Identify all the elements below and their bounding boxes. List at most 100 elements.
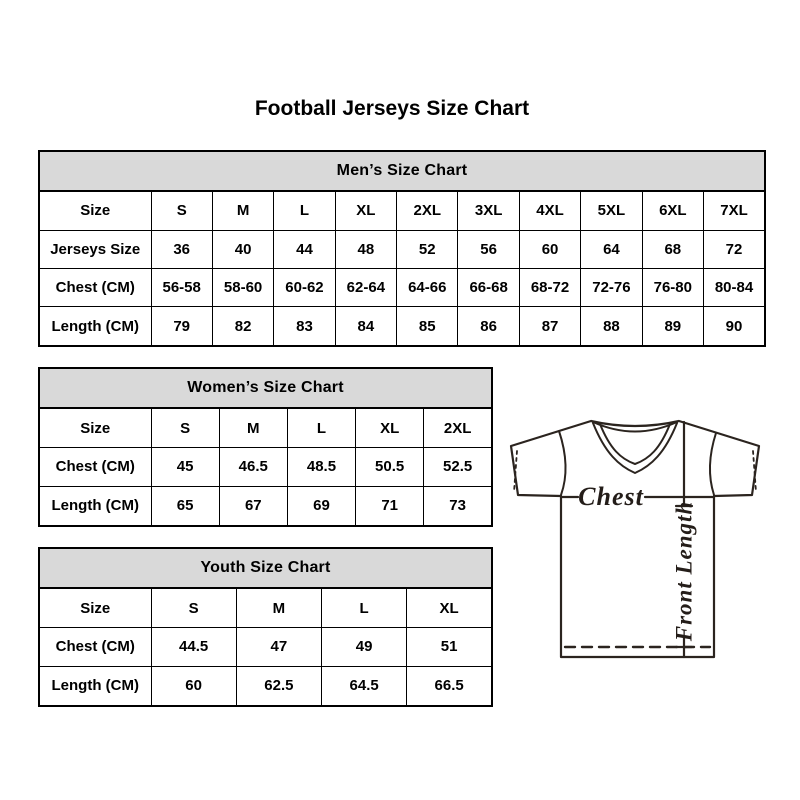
value-cell: 40 [211, 229, 275, 269]
value-cell: 48.5 [286, 447, 357, 487]
value-cell: 47 [235, 627, 323, 667]
value-cell: 52.5 [423, 447, 493, 487]
youth-size-chart-table: Youth Size Chart Size S M L XL Chest (CM) 44.5… [38, 547, 493, 707]
value-cell: 56 [457, 229, 520, 269]
row-header-cell: Length (CM) [38, 485, 152, 527]
row-header-cell: Chest (CM) [38, 447, 152, 487]
value-cell: 7XL [703, 190, 766, 231]
value-cell: 2XL [423, 407, 493, 449]
value-cell: 80-84 [703, 267, 766, 308]
chest-label: Chest [578, 482, 644, 511]
value-cell: 86 [457, 306, 520, 347]
value-cell: M [211, 190, 275, 231]
value-cell: 64.5 [320, 665, 408, 707]
value-cell: M [218, 407, 288, 449]
value-cell: 60 [150, 665, 237, 707]
value-cell: 90 [703, 306, 766, 347]
value-cell: 6XL [641, 190, 705, 231]
value-cell: 67 [218, 485, 288, 527]
value-cell: 49 [320, 627, 408, 667]
value-cell: 66-68 [457, 267, 520, 308]
value-cell: 68 [641, 229, 705, 269]
value-cell: 79 [150, 306, 213, 347]
table-title-row: Youth Size Chart [38, 547, 493, 589]
row-header-cell: Length (CM) [38, 306, 152, 347]
value-cell: 66.5 [406, 665, 493, 707]
value-cell: 44 [273, 229, 336, 269]
table-title: Youth Size Chart [38, 547, 493, 589]
value-cell: 60-62 [273, 267, 336, 308]
value-cell: 69 [286, 485, 357, 527]
value-cell: XL [334, 190, 398, 231]
table-row: Chest (CM) 45 46.5 48.5 50.5 52.5 [38, 447, 493, 487]
value-cell: 50.5 [355, 447, 425, 487]
vneck-inner-line [599, 423, 671, 465]
value-cell: 82 [211, 306, 275, 347]
table-body: Size S M L XL 2XL 3XL 4XL 5XL 6XL 7XL Jerseys Size 3… [38, 190, 766, 347]
value-cell: S [150, 407, 220, 449]
table-head: Women’s Size Chart [38, 367, 493, 409]
value-cell: 72-76 [580, 267, 643, 308]
table-title-row: Women’s Size Chart [38, 367, 493, 409]
table-row: Chest (CM) 44.5 47 49 51 [38, 627, 493, 667]
value-cell: XL [406, 587, 493, 629]
value-cell: 89 [641, 306, 705, 347]
table-row: Jerseys Size 36 40 44 48 52 56 60 64 68 72 [38, 229, 766, 269]
value-cell: 2XL [396, 190, 459, 231]
right-cuff-dashed-line [752, 450, 757, 493]
row-header-cell: Size [38, 407, 152, 449]
value-cell: 52 [396, 229, 459, 269]
row-header-cell: Chest (CM) [38, 267, 152, 308]
value-cell: 87 [518, 306, 582, 347]
value-cell: 73 [423, 485, 493, 527]
value-cell: 62.5 [235, 665, 323, 707]
table-row: Length (CM) 60 62.5 64.5 66.5 [38, 665, 493, 707]
table-head: Men’s Size Chart [38, 150, 766, 192]
vneck-outer-line [592, 422, 678, 474]
row-header-cell: Jerseys Size [38, 229, 152, 269]
table-body: Size S M L XL 2XL Chest (CM) 45 46.5 48.5 50.5 52.5… [38, 407, 493, 527]
value-cell: 44.5 [150, 627, 237, 667]
row-header-cell: Size [38, 190, 152, 231]
value-cell: S [150, 587, 237, 629]
value-cell: 83 [273, 306, 336, 347]
value-cell: 60 [518, 229, 582, 269]
value-cell: 64-66 [396, 267, 459, 308]
value-cell: 48 [334, 229, 398, 269]
table-row: Size S M L XL [38, 587, 493, 629]
value-cell: 68-72 [518, 267, 582, 308]
womens-size-chart-table: Women’s Size Chart Size S M L XL 2XL Chest (CM… [38, 367, 493, 527]
value-cell: 45 [150, 447, 220, 487]
value-cell: 88 [580, 306, 643, 347]
value-cell: 36 [150, 229, 213, 269]
row-header-cell: Length (CM) [38, 665, 152, 707]
table-row: Chest (CM) 56-58 58-60 60-62 62-64 64-66 66-68… [38, 267, 766, 308]
table-row: Size S M L XL 2XL 3XL 4XL 5XL 6XL 7XL [38, 190, 766, 231]
front-length-label: Front Length [672, 501, 697, 642]
jersey-outline [509, 419, 761, 659]
value-cell: L [286, 407, 357, 449]
value-cell: 64 [580, 229, 643, 269]
page-title: Football Jerseys Size Chart [254, 97, 530, 120]
table-row: Size S M L XL 2XL [38, 407, 493, 449]
table-row: Length (CM) 65 67 69 71 73 [38, 485, 493, 527]
value-cell: 76-80 [641, 267, 705, 308]
value-cell: L [273, 190, 336, 231]
table-title: Men’s Size Chart [38, 150, 766, 192]
table-head: Youth Size Chart [38, 547, 493, 589]
value-cell: 62-64 [334, 267, 398, 308]
value-cell: 72 [703, 229, 766, 269]
value-cell: 65 [150, 485, 220, 527]
value-cell: 3XL [457, 190, 520, 231]
row-header-cell: Size [38, 587, 152, 629]
value-cell: 84 [334, 306, 398, 347]
left-cuff-dashed-line [513, 450, 518, 493]
value-cell: 56-58 [150, 267, 213, 308]
value-cell: M [235, 587, 323, 629]
jersey-measurement-diagram: Chest Front Length [509, 419, 761, 659]
mens-size-chart-table: Men’s Size Chart Size S M L XL 2XL 3XL 4XL 5XL 6X… [38, 150, 766, 347]
table-title-row: Men’s Size Chart [38, 150, 766, 192]
table-row: Length (CM) 79 82 83 84 85 86 87 88 89 90 [38, 306, 766, 347]
value-cell: XL [355, 407, 425, 449]
